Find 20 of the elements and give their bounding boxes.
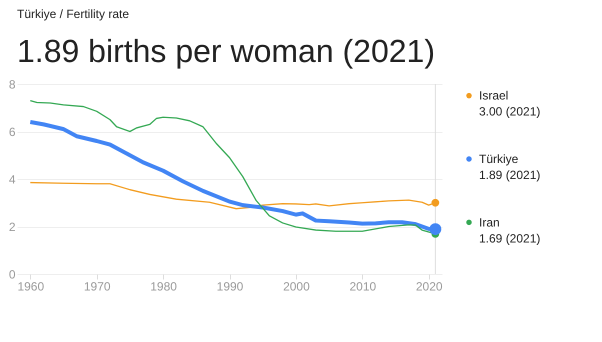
x-tick-label: 2020 bbox=[416, 280, 443, 294]
x-tick-label: 1990 bbox=[216, 280, 244, 294]
x-tick-label: 1980 bbox=[150, 280, 178, 294]
text: 1.89 (2021) bbox=[479, 168, 540, 182]
legend-label: Israel bbox=[479, 88, 508, 103]
chart-title: 1.89 births per woman (2021) bbox=[17, 33, 435, 69]
x-tick-label: 1970 bbox=[84, 280, 111, 294]
y-tick-label: 2 bbox=[8, 220, 16, 234]
y-tick-label: 4 bbox=[8, 172, 16, 186]
x-tick-label: 2010 bbox=[349, 280, 376, 294]
y-tick-label: 6 bbox=[8, 125, 16, 139]
chart-subtitle: Türkiye / Fertility rate bbox=[17, 7, 130, 21]
y-tick-label: 0 bbox=[8, 268, 16, 282]
text: 3.00 (2021) bbox=[479, 104, 540, 119]
x-tick-label: 2000 bbox=[283, 280, 310, 294]
x-tick-label: 1960 bbox=[17, 280, 44, 294]
text: 1.69 (2021) bbox=[479, 231, 540, 246]
legend-label: Iran bbox=[479, 215, 500, 230]
legend-label: Türkiye bbox=[479, 152, 519, 166]
y-tick-label: 8 bbox=[8, 78, 16, 92]
